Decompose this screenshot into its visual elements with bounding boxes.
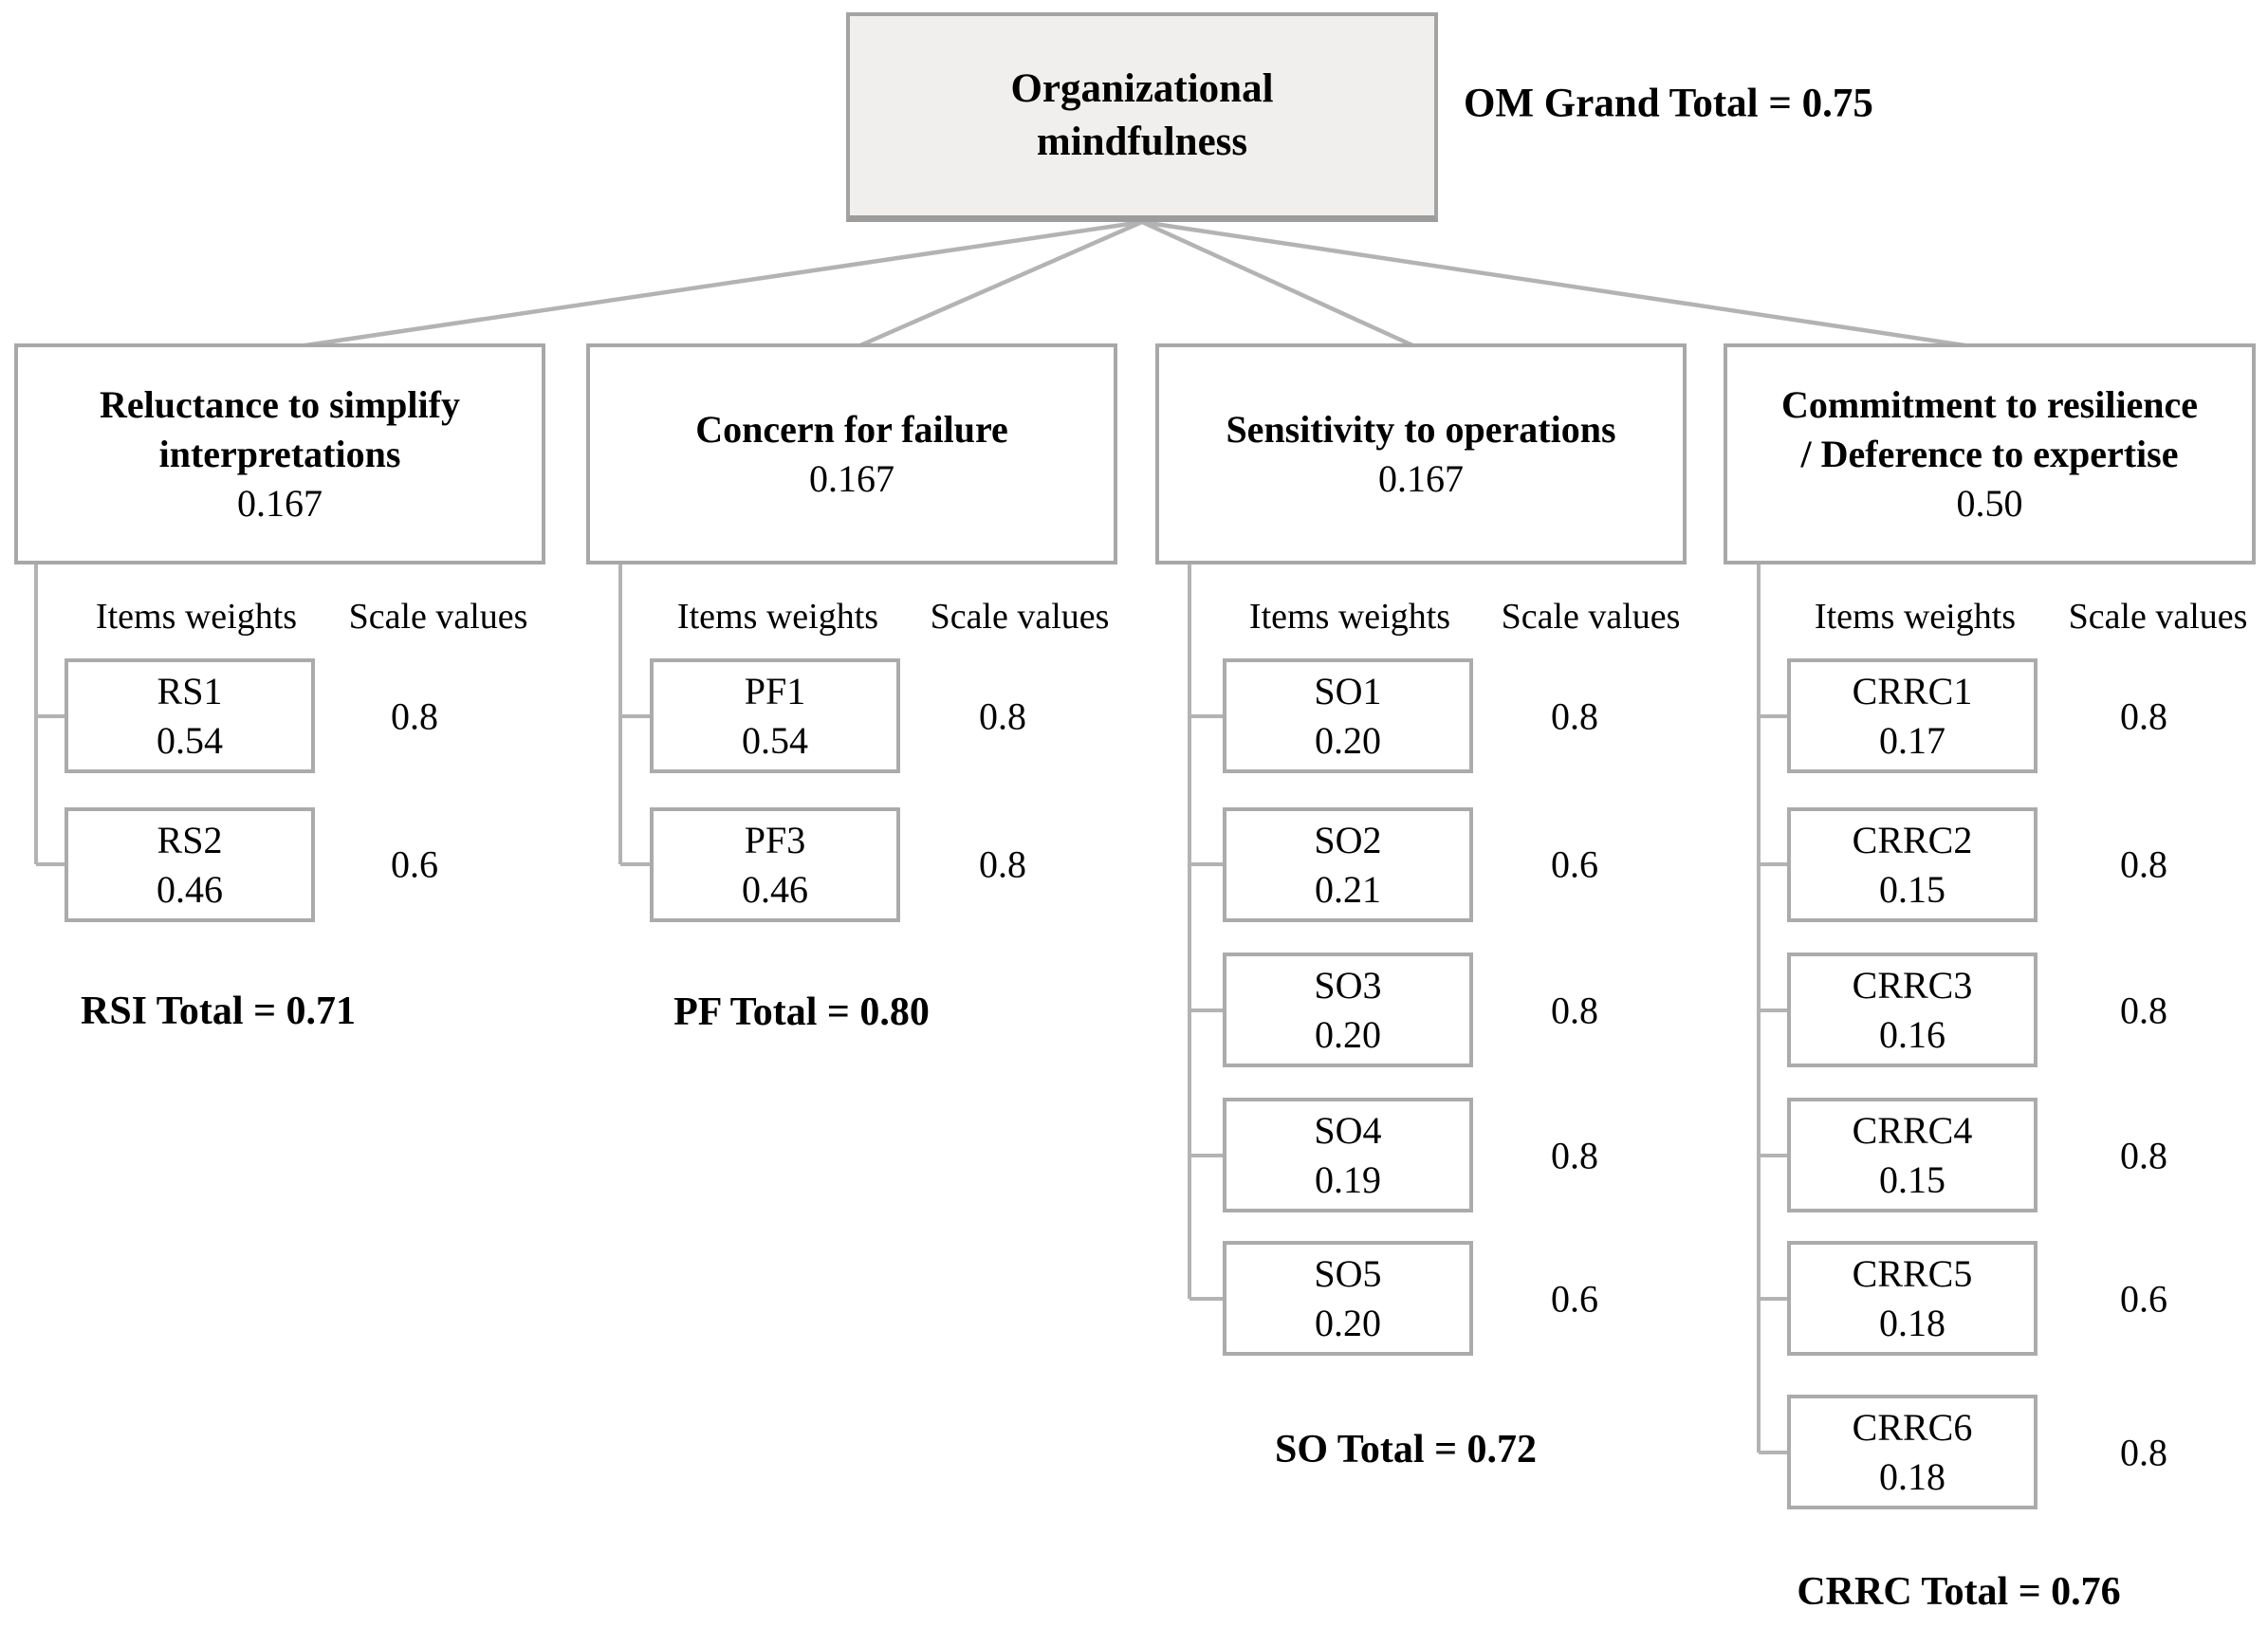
item-box-so3: SO3 0.20 bbox=[1223, 953, 1473, 1067]
scale-value-crrc1: 0.8 bbox=[2120, 694, 2167, 738]
scale-values-header-so: Scale values bbox=[1501, 597, 1681, 637]
dimension-weight: 0.167 bbox=[809, 456, 894, 500]
item-box-so4: SO4 0.19 bbox=[1223, 1098, 1473, 1212]
items-weights-header-so: Items weights bbox=[1248, 597, 1451, 637]
item-code: CRRC4 bbox=[1852, 1108, 1973, 1152]
scale-value-so4: 0.8 bbox=[1551, 1134, 1598, 1177]
item-box-rs1: RS1 0.54 bbox=[65, 658, 315, 773]
item-box-crrc1: CRRC1 0.17 bbox=[1787, 658, 2038, 773]
dimension-title: Commitment to resilience bbox=[1780, 382, 2199, 426]
item-box-crrc6: CRRC6 0.18 bbox=[1787, 1395, 2038, 1509]
pf-total-label: PF Total = 0.80 bbox=[673, 990, 930, 1034]
root-node-organizational-mindfulness: Organizational mindfulness bbox=[846, 12, 1438, 222]
bracket-so bbox=[1188, 563, 1223, 1301]
dimension-box-rsi: Reluctance to simplify interpretations 0… bbox=[14, 343, 545, 564]
crrc-total-label: CRRC Total = 0.76 bbox=[1797, 1570, 2121, 1614]
item-box-so5: SO5 0.20 bbox=[1223, 1241, 1473, 1356]
item-weight: 0.15 bbox=[1879, 867, 1945, 911]
item-weight: 0.20 bbox=[1315, 1301, 1381, 1344]
root-title-line1: Organizational bbox=[1010, 66, 1274, 112]
item-code: PF1 bbox=[744, 669, 806, 712]
scale-value-pf1: 0.8 bbox=[979, 694, 1026, 738]
item-weight: 0.18 bbox=[1879, 1301, 1945, 1344]
item-box-so2: SO2 0.21 bbox=[1223, 807, 1473, 922]
items-weights-header-pf: Items weights bbox=[676, 597, 879, 637]
item-weight: 0.54 bbox=[157, 718, 223, 762]
scale-value-crrc6: 0.8 bbox=[2120, 1431, 2167, 1474]
item-code: CRRC6 bbox=[1852, 1405, 1973, 1449]
item-box-pf1: PF1 0.54 bbox=[650, 658, 900, 773]
item-weight: 0.16 bbox=[1879, 1012, 1945, 1056]
scale-value-so5: 0.6 bbox=[1551, 1277, 1598, 1321]
dimension-title: Reluctance to simplify bbox=[100, 382, 460, 426]
dimension-weight: 0.167 bbox=[1378, 456, 1464, 500]
item-code: CRRC3 bbox=[1852, 963, 1973, 1007]
scale-value-crrc5: 0.6 bbox=[2120, 1277, 2167, 1321]
dimension-weight: 0.50 bbox=[1956, 481, 2023, 525]
dimension-title-line2: interpretations bbox=[158, 432, 401, 475]
item-weight: 0.20 bbox=[1315, 1012, 1381, 1056]
dimension-title: Concern for failure bbox=[695, 407, 1008, 451]
scale-value-so1: 0.8 bbox=[1551, 694, 1598, 738]
scale-value-rs1: 0.8 bbox=[391, 694, 438, 738]
so-total-label: SO Total = 0.72 bbox=[1274, 1428, 1538, 1471]
item-weight: 0.46 bbox=[157, 867, 223, 911]
item-weight: 0.46 bbox=[742, 867, 808, 911]
rsi-total-label: RSI Total = 0.71 bbox=[80, 990, 357, 1033]
scale-values-header-rsi: Scale values bbox=[348, 597, 528, 637]
item-code: CRRC2 bbox=[1852, 818, 1973, 861]
dimension-box-crrc: Commitment to resilience / Deference to … bbox=[1724, 343, 2256, 564]
dimension-box-so: Sensitivity to operations 0.167 bbox=[1155, 343, 1687, 564]
item-box-rs2: RS2 0.46 bbox=[65, 807, 315, 922]
item-box-pf3: PF3 0.46 bbox=[650, 807, 900, 922]
scale-value-crrc3: 0.8 bbox=[2120, 989, 2167, 1032]
dimension-title-line2: / Deference to expertise bbox=[1800, 432, 2179, 475]
scale-value-so2: 0.6 bbox=[1551, 842, 1598, 886]
item-box-crrc5: CRRC5 0.18 bbox=[1787, 1241, 2038, 1356]
item-weight: 0.54 bbox=[742, 718, 808, 762]
om-grand-total-label: OM Grand Total = 0.75 bbox=[1464, 81, 1873, 126]
root-title-line2: mindfulness bbox=[1036, 120, 1248, 164]
item-weight: 0.21 bbox=[1315, 867, 1381, 911]
bracket-rsi bbox=[34, 563, 65, 866]
scale-values-header-crrc: Scale values bbox=[2068, 597, 2248, 637]
scale-value-so3: 0.8 bbox=[1551, 989, 1598, 1032]
item-weight: 0.19 bbox=[1315, 1157, 1381, 1201]
item-weight: 0.15 bbox=[1879, 1157, 1945, 1201]
item-weight: 0.18 bbox=[1879, 1454, 1945, 1498]
dimension-title: Sensitivity to operations bbox=[1226, 407, 1616, 451]
item-box-crrc3: CRRC3 0.16 bbox=[1787, 953, 2038, 1067]
items-weights-header-crrc: Items weights bbox=[1814, 597, 2017, 637]
item-code: SO4 bbox=[1314, 1108, 1382, 1152]
fan-connector-root-to-dimensions bbox=[279, 219, 1991, 352]
scale-value-pf3: 0.8 bbox=[979, 842, 1026, 886]
item-box-so1: SO1 0.20 bbox=[1223, 658, 1473, 773]
item-weight: 0.17 bbox=[1879, 718, 1945, 762]
item-weight: 0.20 bbox=[1315, 718, 1381, 762]
scale-values-header-pf: Scale values bbox=[930, 597, 1110, 637]
bracket-pf bbox=[618, 563, 650, 866]
item-code: CRRC5 bbox=[1852, 1251, 1973, 1295]
item-box-crrc4: CRRC4 0.15 bbox=[1787, 1098, 2038, 1212]
item-code: SO3 bbox=[1314, 963, 1382, 1007]
item-box-crrc2: CRRC2 0.15 bbox=[1787, 807, 2038, 922]
item-code: CRRC1 bbox=[1852, 669, 1973, 712]
item-code: SO5 bbox=[1314, 1251, 1382, 1295]
dimension-weight: 0.167 bbox=[237, 481, 323, 525]
item-code: PF3 bbox=[744, 818, 806, 861]
bracket-crrc bbox=[1757, 563, 1787, 1454]
dimension-box-pf: Concern for failure 0.167 bbox=[586, 343, 1117, 564]
items-weights-header-rsi: Items weights bbox=[95, 597, 298, 637]
scale-value-rs2: 0.6 bbox=[391, 842, 438, 886]
scale-value-crrc2: 0.8 bbox=[2120, 842, 2167, 886]
item-code: RS1 bbox=[157, 669, 223, 712]
scale-value-crrc4: 0.8 bbox=[2120, 1134, 2167, 1177]
item-code: SO2 bbox=[1314, 818, 1382, 861]
item-code: SO1 bbox=[1314, 669, 1382, 712]
item-code: RS2 bbox=[157, 818, 223, 861]
